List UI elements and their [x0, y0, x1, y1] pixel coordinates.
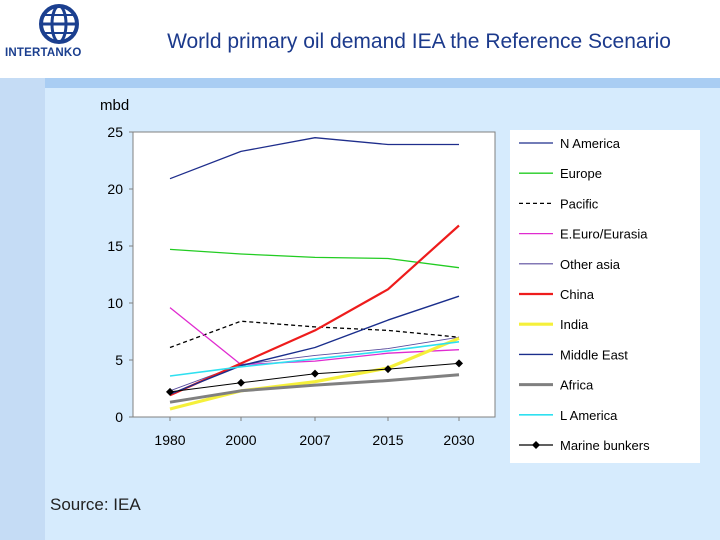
y-tick-label: 15	[107, 238, 123, 254]
globe-icon	[39, 4, 79, 44]
x-tick-label: 2030	[443, 432, 474, 448]
series-line-europe	[169, 248, 460, 269]
legend-label: N America	[560, 136, 621, 151]
x-tick-label: 2000	[225, 432, 256, 448]
legend-items: N America Europe Pacific E.Euro/Eurasia Othe…	[519, 136, 650, 453]
page-title: World primary oil demand IEA the Referen…	[167, 30, 671, 53]
series-line-n-america	[169, 137, 459, 180]
data-point-marker	[311, 369, 319, 378]
y-axis: 0 5 10 15 20 25	[107, 124, 133, 425]
legend-label: Middle East	[560, 347, 628, 362]
legend-label: L America	[560, 408, 618, 423]
legend-label: Europe	[560, 166, 602, 181]
series-line-e-euro-eurasia	[169, 307, 460, 366]
series-line-china	[169, 224, 460, 397]
y-tick-label: 20	[107, 181, 123, 197]
y-tick-label: 25	[107, 124, 123, 140]
data-point-marker	[384, 365, 392, 374]
legend-label: India	[560, 317, 589, 332]
data-point-marker	[166, 387, 174, 396]
series-group	[166, 137, 463, 411]
content-panel: mbd 0 5 10 15 20 25 1980 2000 2007 2015 2030 N Am…	[45, 88, 720, 540]
x-tick-label: 1980	[154, 432, 185, 448]
top-accent-band	[45, 78, 720, 88]
data-point-marker	[455, 359, 463, 368]
plot-area	[132, 131, 496, 418]
legend-marker	[532, 441, 540, 449]
header-bar: INTERTANKO World primary oil demand IEA …	[0, 0, 720, 78]
legend-label: China	[560, 287, 595, 302]
series-line-pacific	[169, 320, 460, 349]
legend-label: Marine bunkers	[560, 438, 650, 453]
company-logo: INTERTANKO	[0, 0, 118, 78]
y-tick-label: 0	[115, 409, 123, 425]
legend-label: Pacific	[560, 196, 599, 211]
line-chart: mbd 0 5 10 15 20 25 1980 2000 2007 2015 2030 N Am…	[100, 97, 700, 463]
y-tick-label: 5	[115, 352, 123, 368]
legend	[510, 130, 700, 463]
x-tick-label: 2007	[299, 432, 330, 448]
y-tick-label: 10	[107, 295, 123, 311]
legend-label: Other asia	[560, 257, 621, 272]
series-line-india	[169, 336, 460, 411]
series-line-l-america	[169, 341, 460, 377]
data-point-marker	[237, 378, 245, 387]
left-accent-band	[0, 78, 45, 540]
legend-label: E.Euro/Eurasia	[560, 227, 648, 242]
y-axis-label: mbd	[100, 97, 129, 114]
source-note: Source: IEA	[50, 495, 141, 514]
series-line-middle-east	[169, 295, 460, 395]
x-axis: 1980 2000 2007 2015 2030	[154, 417, 475, 448]
logo-text: INTERTANKO	[5, 47, 82, 59]
x-tick-label: 2015	[372, 432, 403, 448]
legend-label: Africa	[560, 378, 594, 393]
series-line-africa	[169, 373, 460, 404]
